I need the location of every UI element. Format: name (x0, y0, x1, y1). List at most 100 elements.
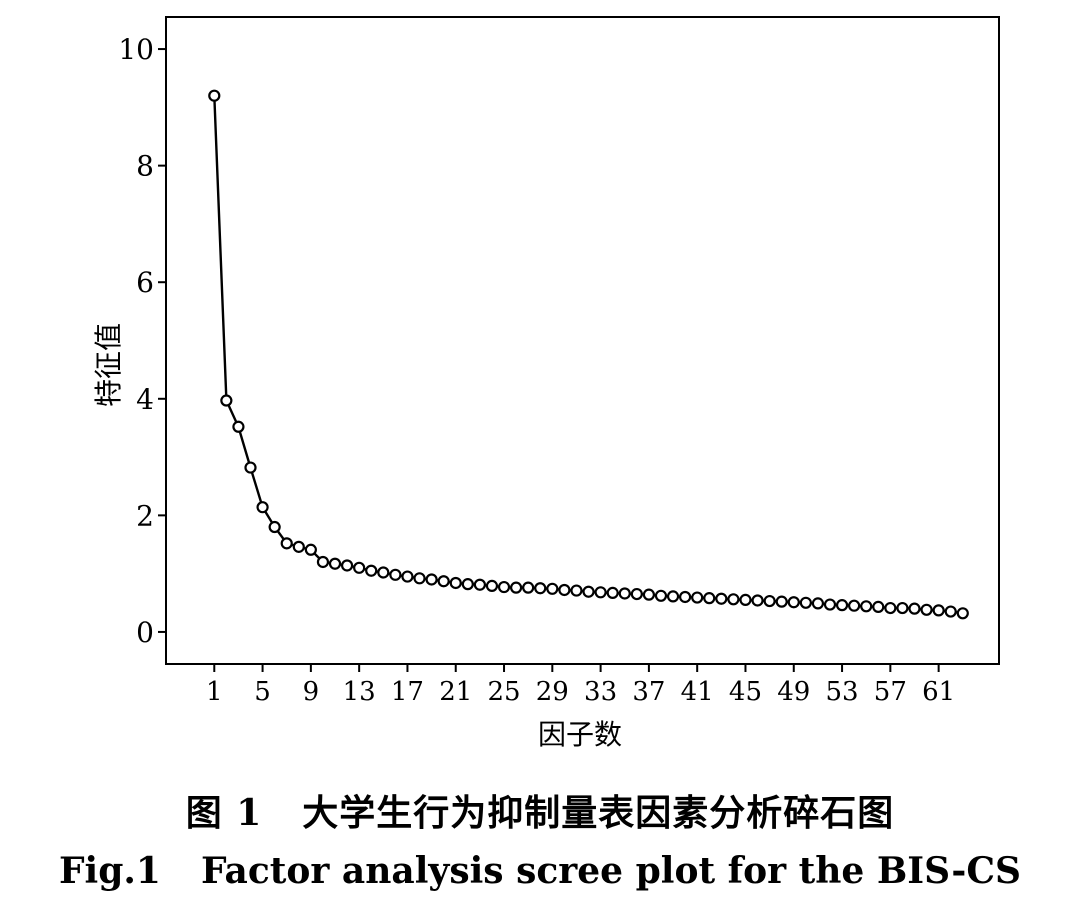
data-point (908, 602, 921, 615)
data-point (715, 592, 728, 605)
data-point (594, 586, 607, 599)
x-tick-label: 49 (777, 677, 810, 707)
data-point (510, 581, 523, 594)
data-point (944, 605, 957, 618)
data-point (956, 607, 969, 620)
figure-caption-chinese: 图 1 大学生行为抑制量表因素分析碎石图 (0, 784, 1080, 836)
data-point (473, 578, 486, 591)
x-tick-label: 57 (874, 677, 907, 707)
data-point (353, 561, 366, 574)
plot-frame (165, 16, 1000, 665)
data-point (920, 603, 933, 616)
data-point (534, 582, 547, 595)
data-point (739, 593, 752, 606)
figure-caption-english: Fig.1 Factor analysis scree plot for the … (0, 850, 1080, 892)
plot-border (165, 16, 1000, 665)
x-axis: 1 5 9 13 17 21 25 29 33 37 41 45 49 53 57 61 (206, 664, 955, 707)
data-point (389, 568, 402, 581)
data-point (703, 592, 716, 605)
y-tick-label: 8 (136, 150, 154, 183)
x-tick-label: 25 (487, 677, 520, 707)
data-point (340, 559, 354, 572)
data-point (582, 585, 595, 598)
data-point (932, 604, 945, 617)
data-point (401, 570, 414, 583)
y-tick-label: 2 (136, 499, 154, 532)
x-tick-label: 53 (826, 677, 859, 707)
data-point (654, 589, 668, 602)
data-point (618, 587, 631, 600)
data-point (630, 587, 643, 601)
data-point (679, 590, 692, 604)
scree-plot: 0 2 4 6 8 10 1 5 9 13 17 21 25 29 33 37 41 45 49 53 57 61 因子… (92, 16, 1000, 751)
y-tick-label: 0 (136, 616, 154, 649)
series-line (213, 95, 963, 615)
y-axis-label: 特征值 (92, 323, 125, 407)
y-tick-label: 10 (118, 33, 154, 66)
data-point (775, 595, 788, 608)
data-point (244, 461, 257, 474)
data-point (691, 591, 704, 604)
data-point (763, 594, 776, 608)
x-tick-label: 37 (632, 677, 665, 707)
x-axis-label: 因子数 (538, 718, 622, 751)
y-tick-label: 4 (136, 383, 154, 416)
data-point (449, 576, 462, 590)
data-point (787, 596, 800, 609)
data-point (860, 600, 873, 613)
data-point (666, 590, 680, 603)
figure-label-english: Fig.1 (58, 850, 161, 892)
x-tick-label: 21 (439, 677, 472, 707)
data-point (848, 599, 861, 612)
data-point (751, 594, 764, 607)
data-point (280, 537, 293, 550)
data-point (546, 582, 559, 595)
data-point (522, 581, 535, 594)
data-point (570, 584, 583, 597)
figure-label-chinese: 图 1 (185, 792, 263, 834)
data-point (811, 597, 825, 610)
x-tick-label: 17 (391, 677, 424, 707)
data-point (835, 599, 849, 612)
data-point (268, 520, 281, 534)
data-point (292, 540, 305, 553)
data-point (316, 555, 330, 569)
x-tick-label: 9 (303, 677, 320, 707)
data-point (558, 583, 571, 597)
eigenvalue-series (208, 89, 969, 620)
figure-title-english: Factor analysis scree plot for the BIS-C… (200, 850, 1022, 892)
data-point (208, 89, 221, 102)
x-tick-label: 5 (254, 677, 271, 707)
x-tick-label: 33 (584, 677, 617, 707)
data-point (365, 564, 378, 577)
x-tick-label: 1 (206, 677, 223, 707)
data-point (642, 588, 655, 601)
data-point (884, 601, 897, 615)
x-tick-label: 29 (536, 677, 569, 707)
data-point (437, 575, 450, 588)
y-axis: 0 2 4 6 8 10 (118, 33, 166, 649)
data-point (727, 593, 740, 606)
data-point (799, 596, 812, 609)
x-tick-label: 45 (729, 677, 762, 707)
data-point (872, 600, 885, 613)
data-point (256, 501, 269, 514)
data-point (304, 543, 317, 556)
data-point (425, 573, 438, 586)
data-point (413, 572, 426, 585)
data-point (823, 598, 837, 611)
data-point (606, 586, 619, 599)
data-point (220, 394, 233, 407)
x-tick-label: 13 (343, 677, 376, 707)
data-point (461, 578, 474, 591)
data-point (896, 601, 909, 615)
data-point (497, 580, 511, 594)
figure-title-chinese: 大学生行为抑制量表因素分析碎石图 (302, 792, 895, 834)
y-tick-label: 6 (136, 266, 154, 299)
data-point (328, 557, 342, 570)
data-point (485, 579, 499, 592)
x-tick-label: 61 (922, 677, 955, 707)
data-point (377, 566, 390, 579)
data-point (232, 420, 245, 433)
x-tick-label: 41 (681, 677, 714, 707)
